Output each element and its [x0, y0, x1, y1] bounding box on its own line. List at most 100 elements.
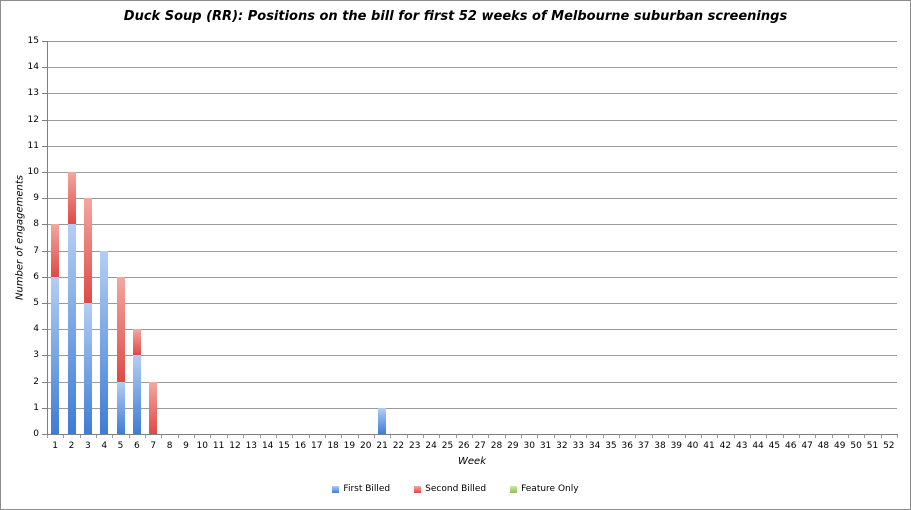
legend-swatch-first-billed — [332, 485, 340, 493]
x-axis-tick — [177, 435, 179, 438]
y-axis-tick-label: 1 — [33, 402, 39, 413]
y-axis-tick — [42, 434, 47, 435]
x-axis-tick — [357, 435, 359, 438]
y-axis-tick — [42, 172, 47, 173]
x-axis-tick — [847, 435, 849, 438]
x-axis-tick-label: 47 — [801, 441, 813, 451]
y-axis-tick-label: 4 — [33, 324, 39, 335]
x-axis-tick-label: 34 — [588, 441, 601, 451]
x-axis-line — [47, 434, 898, 435]
legend-label: Second Billed — [425, 484, 487, 494]
x-axis-tick — [749, 435, 751, 438]
x-axis-tick — [63, 435, 65, 438]
x-axis-tick — [651, 435, 653, 438]
x-axis-tick — [243, 435, 245, 438]
y-axis-tick-label: 7 — [33, 245, 39, 256]
chart-title: Duck Soup (RR): Positions on the bill fo… — [123, 9, 788, 24]
x-axis-tick-label: 15 — [278, 441, 290, 451]
x-axis-tick-label: 22 — [392, 441, 405, 451]
bar-segment-first-billed — [116, 381, 125, 434]
x-axis-tick — [733, 435, 735, 438]
x-axis-tick — [47, 435, 48, 438]
y-axis-tick — [42, 303, 47, 304]
x-axis-tick — [259, 435, 261, 438]
bar-segment-second-billed — [149, 381, 158, 434]
y-axis-tick-label: 8 — [33, 219, 39, 230]
x-axis-tick — [717, 435, 719, 438]
x-axis-tick — [439, 435, 441, 438]
bar-segment-second-billed — [132, 329, 141, 356]
x-axis-tick — [308, 435, 310, 438]
x-axis-tick — [602, 435, 604, 438]
x-axis-title: Week — [458, 456, 486, 467]
bar-segment-second-billed — [51, 224, 60, 277]
bar-segment-first-billed — [132, 355, 141, 434]
x-axis-tick-label: 33 — [572, 441, 584, 451]
bar-segment-first-billed — [67, 224, 76, 434]
gridline — [47, 67, 897, 69]
x-axis-tick-label: 14 — [261, 441, 274, 451]
x-axis-tick — [128, 435, 130, 438]
x-axis-tick — [537, 435, 539, 438]
x-axis-tick-label: 7 — [150, 441, 157, 451]
x-axis-tick-label: 52 — [883, 441, 895, 451]
x-axis-tick — [521, 435, 523, 438]
y-axis-tick — [42, 329, 47, 331]
x-axis-tick-label: 36 — [621, 441, 633, 451]
legend-label: First Billed — [343, 484, 391, 494]
x-axis-tick — [668, 435, 670, 438]
gridline — [47, 145, 897, 147]
x-axis-tick-label: 41 — [703, 441, 715, 451]
chart-legend: First Billed Second Billed Feature Only — [1, 484, 910, 494]
x-axis-tick — [570, 435, 572, 438]
x-axis-tick — [406, 435, 408, 438]
gridline — [47, 41, 897, 42]
gridline — [47, 119, 897, 121]
y-axis-tick — [42, 145, 47, 147]
x-axis-tick — [472, 435, 473, 438]
y-axis-tick — [42, 41, 47, 42]
x-axis-tick — [373, 435, 375, 438]
y-axis-tick-label: 2 — [33, 376, 39, 387]
x-axis-tick-label: 17 — [310, 441, 323, 451]
x-axis-tick-label: 13 — [245, 441, 258, 451]
x-axis-tick — [145, 435, 147, 438]
x-axis-tick-label: 25 — [441, 441, 454, 451]
y-axis-line — [47, 41, 48, 437]
x-axis-tick — [390, 435, 392, 438]
x-axis-tick-label: 42 — [719, 441, 732, 451]
x-axis-tick-label: 18 — [327, 441, 339, 451]
x-axis-tick-label: 27 — [474, 441, 486, 451]
x-axis-tick-label: 26 — [458, 441, 470, 451]
legend-label: Feature Only — [521, 484, 579, 494]
x-axis-tick-label: 32 — [556, 441, 568, 451]
bar-segment-first-billed — [83, 303, 92, 434]
bar-segment-first-billed — [378, 407, 387, 434]
x-axis-tick — [782, 435, 784, 438]
gridline — [47, 303, 897, 304]
x-axis-tick — [635, 435, 637, 438]
y-axis-tick-label: 12 — [27, 114, 39, 125]
x-axis-tick-label: 11 — [212, 441, 225, 451]
x-axis-tick — [112, 435, 114, 438]
x-axis-tick-label: 39 — [670, 441, 683, 451]
x-axis-tick — [210, 435, 212, 438]
x-axis-tick-label: 10 — [196, 441, 208, 451]
x-axis-tick-label: 21 — [376, 441, 388, 451]
legend-item-second-billed: Second Billed — [414, 484, 486, 494]
x-axis-tick — [864, 435, 866, 438]
legend-swatch-feature-only — [510, 485, 518, 493]
y-axis-tick-label: 6 — [33, 271, 39, 282]
x-axis-tick — [586, 435, 588, 438]
x-axis-tick-label: 46 — [785, 441, 797, 451]
y-axis-tick-label: 11 — [27, 140, 39, 151]
gridline — [47, 250, 897, 252]
y-axis-tick-label: 5 — [33, 298, 39, 308]
legend-item-first-billed: First Billed — [332, 484, 390, 494]
y-axis-tick — [42, 250, 47, 252]
x-axis-tick — [766, 435, 768, 438]
y-axis-tick-label: 15 — [27, 36, 39, 46]
gridline — [47, 329, 897, 331]
gridline — [47, 224, 897, 226]
